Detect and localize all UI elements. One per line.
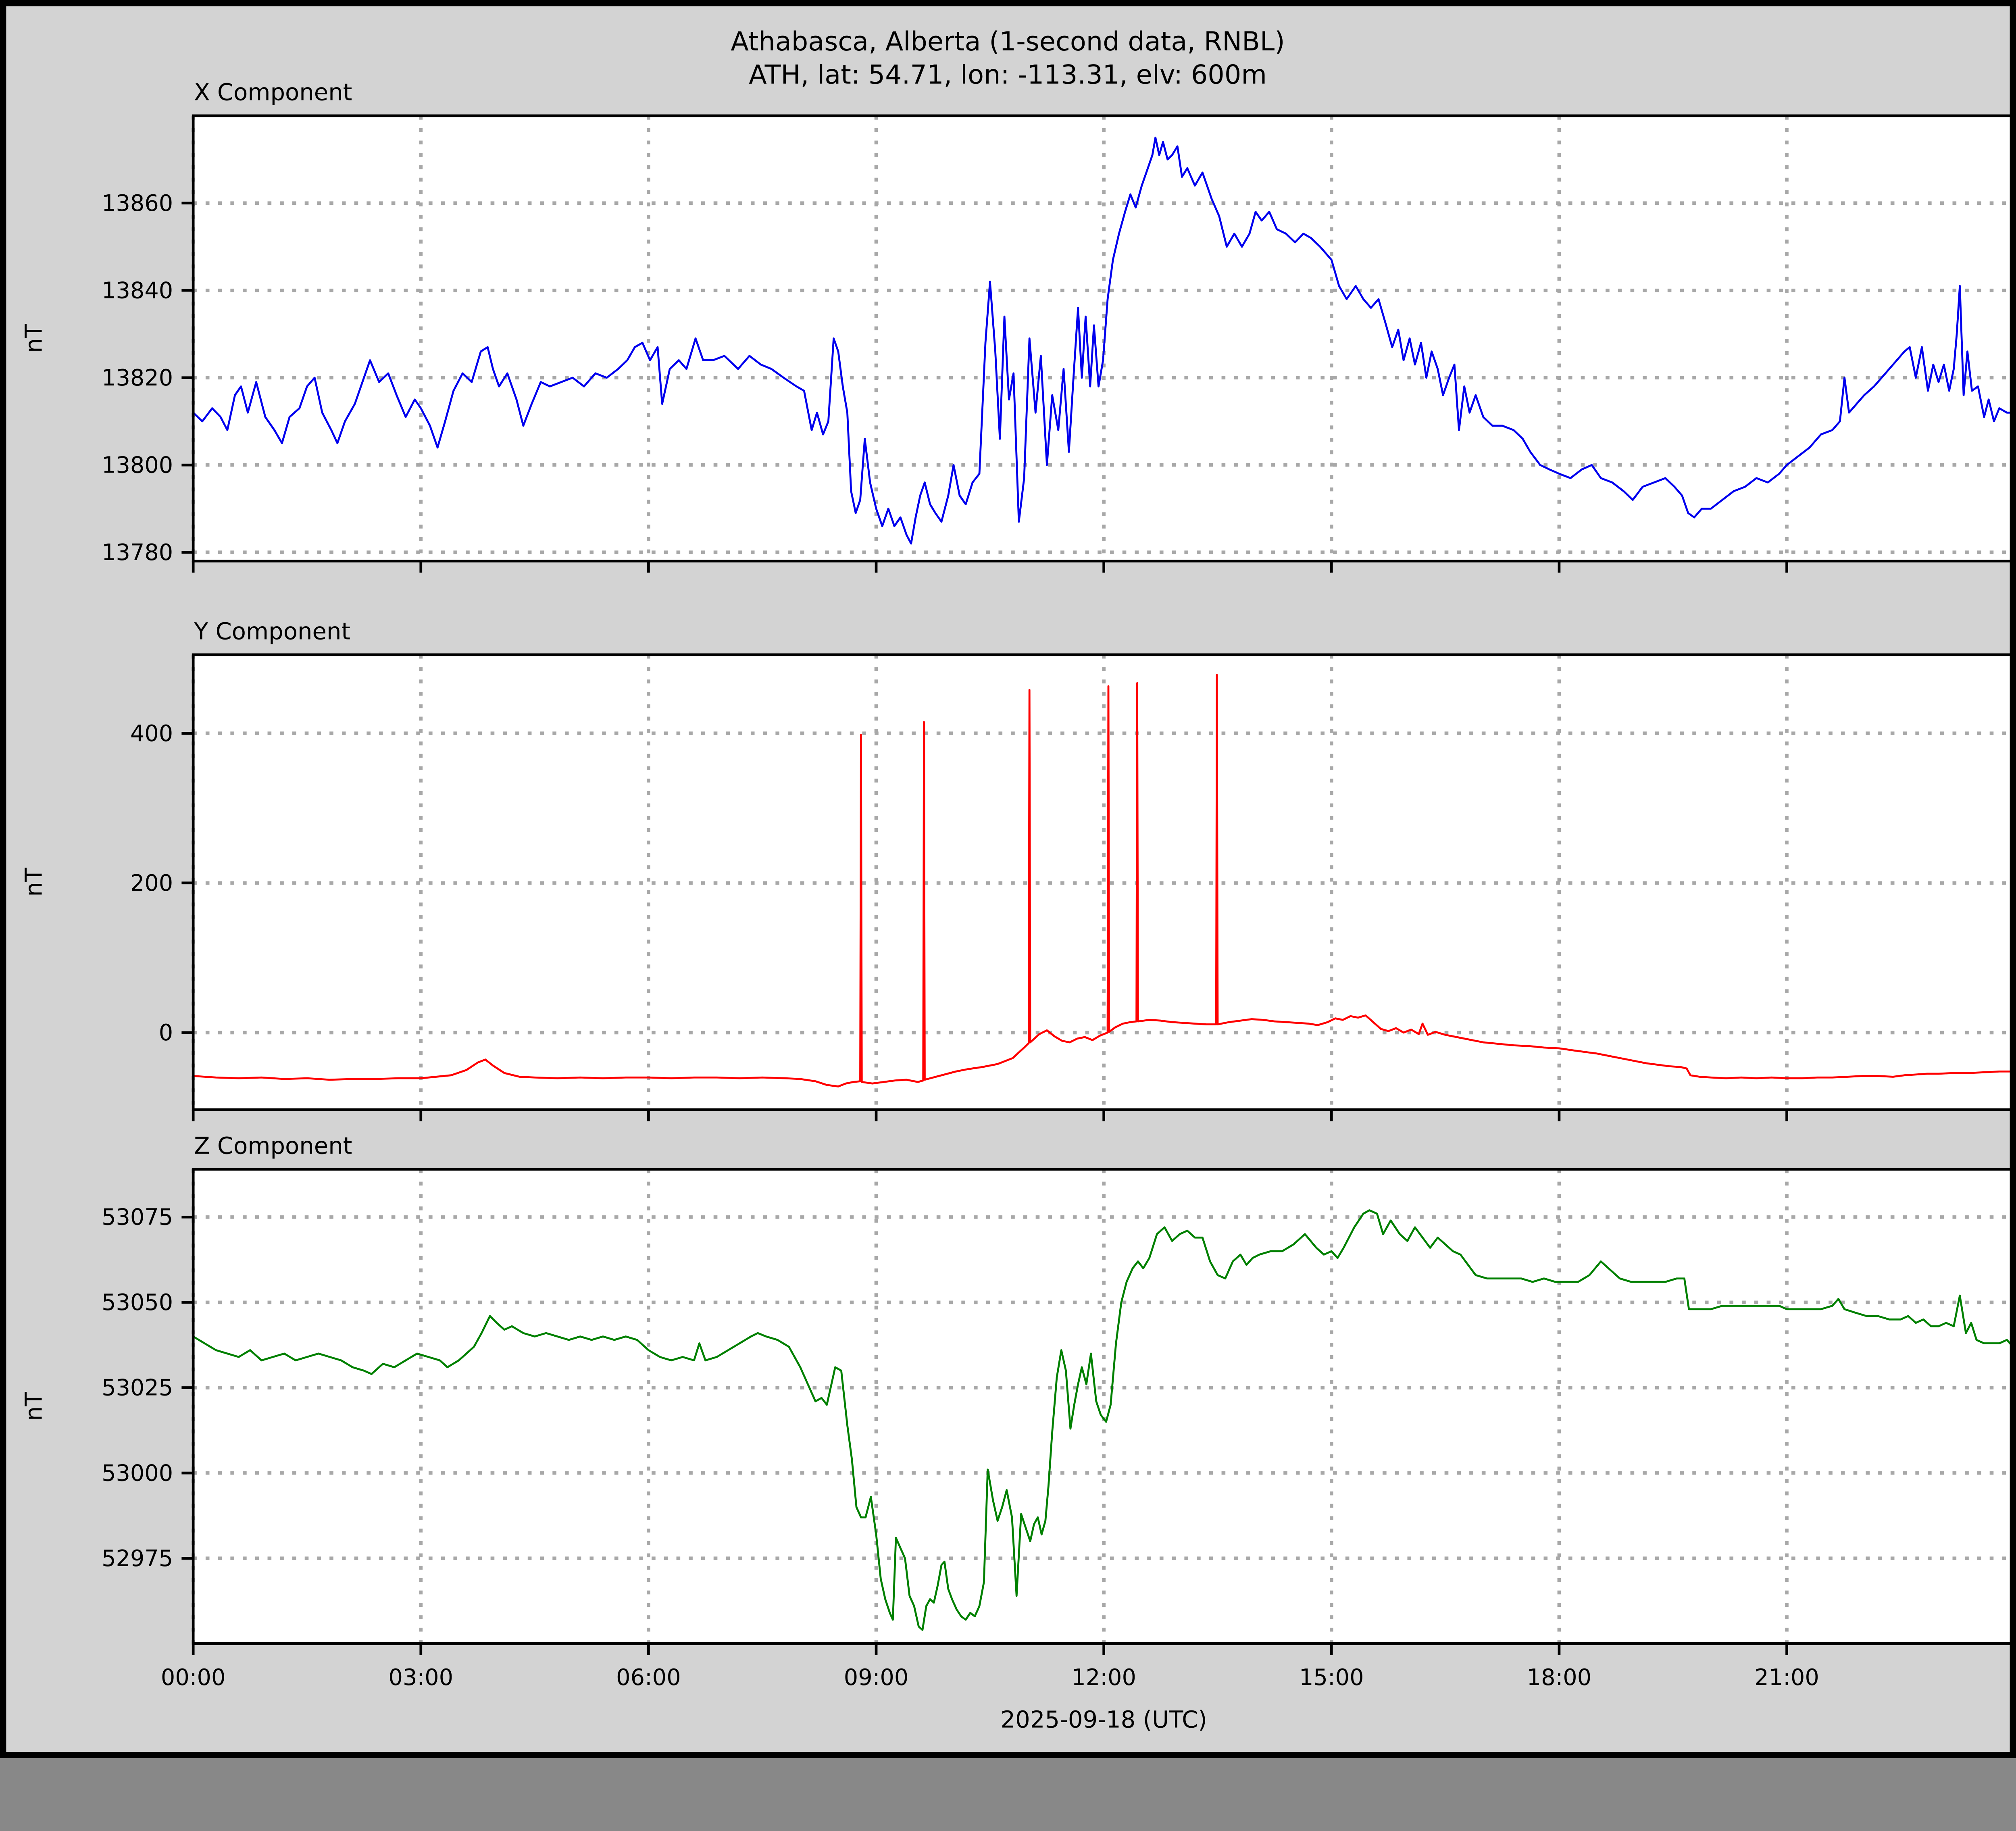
subplots-group: 13780 13800 13820 13840 13860 X Component nT 0 2… xyxy=(21,79,2016,1691)
subplot-title: X Component xyxy=(194,79,352,106)
figure-title-line1: Athabasca, Alberta (1-second data, RNBL) xyxy=(731,26,1285,57)
subplot-y-component: 0 200 400 Y Component nT xyxy=(21,618,2016,1121)
y-tick-label: 0 xyxy=(159,1020,173,1046)
figure-border xyxy=(0,0,2016,1758)
y-tick-label: 400 xyxy=(130,721,173,747)
y-tick-label: 13780 xyxy=(102,540,173,566)
x-tick-label: 03:00 xyxy=(389,1664,453,1691)
y-tick-label: 52975 xyxy=(102,1546,173,1572)
y-tick-label: 13820 xyxy=(102,365,173,391)
x-tick-label: 00:00 xyxy=(161,1664,225,1691)
y-series-line xyxy=(192,674,2016,1087)
y-tick-label: 13800 xyxy=(102,452,173,478)
y-tick-label: 13840 xyxy=(102,277,173,304)
y-axis-label: nT xyxy=(21,324,48,353)
x-axis-label: 2025-09-18 (UTC) xyxy=(1001,1706,1207,1733)
subplot-z-component: 52975 53000 53025 53050 53075 00:00 03:00 06:00… xyxy=(21,1133,2016,1691)
x-tick-label: 21:00 xyxy=(1754,1664,1819,1691)
y-axis-label: nT xyxy=(21,867,48,897)
y-tick-label: 200 xyxy=(130,870,173,896)
figure-title-line2: ATH, lat: 54.71, lon: -113.31, elv: 600m xyxy=(749,59,1267,90)
x-tick-label: 06:00 xyxy=(616,1664,681,1691)
y-tick-label: 13860 xyxy=(102,190,173,217)
y-tick-label: 53050 xyxy=(102,1289,173,1316)
x-tick-label: 15:00 xyxy=(1299,1664,1364,1691)
x-tick-label: 09:00 xyxy=(844,1664,908,1691)
y-tick-label: 53000 xyxy=(102,1460,173,1486)
subplot-title: Y Component xyxy=(194,618,350,645)
y-tick-label: 53025 xyxy=(102,1375,173,1401)
magnetogram-figure: Athabasca, Alberta (1-second data, RNBL)… xyxy=(0,0,2016,1758)
y-axis-label: nT xyxy=(21,1391,48,1421)
z-series-line xyxy=(192,1209,2014,1631)
subplot-x-component: 13780 13800 13820 13840 13860 X Component nT xyxy=(21,79,2016,573)
y-tick-label: 53075 xyxy=(102,1204,173,1231)
magnetogram-svg: Athabasca, Alberta (1-second data, RNBL)… xyxy=(0,0,2016,1758)
subplot-title: Z Component xyxy=(194,1133,352,1160)
x-tick-label: 12:00 xyxy=(1071,1664,1136,1691)
x-tick-label: 18:00 xyxy=(1527,1664,1591,1691)
x-series-line xyxy=(192,136,2014,545)
